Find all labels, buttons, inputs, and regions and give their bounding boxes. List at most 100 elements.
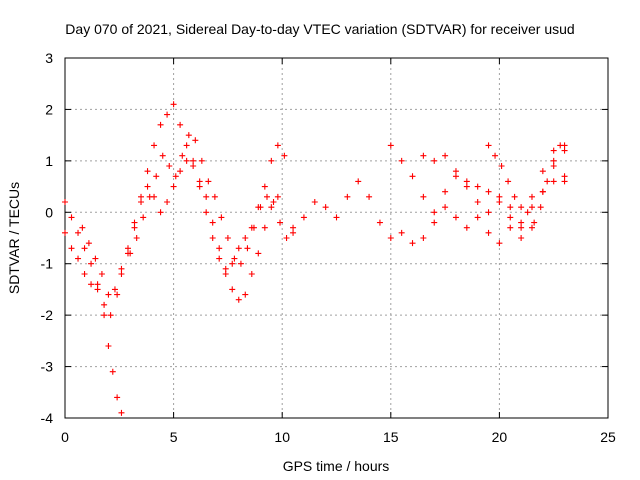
- data-points: [62, 101, 568, 416]
- y-tick-label: -2: [41, 307, 54, 323]
- data-point-series-d: [172, 173, 179, 180]
- data-point-series-c: [261, 183, 268, 190]
- data-point-series-d: [159, 152, 166, 159]
- data-point-series-h: [511, 193, 518, 200]
- data-point-series-a: [118, 271, 125, 277]
- data-point-series-c: [229, 260, 236, 267]
- data-point-series-a: [75, 255, 82, 262]
- data-point-series-h: [518, 204, 525, 211]
- y-tick-label: 3: [45, 50, 53, 66]
- x-tick-label: 10: [274, 429, 290, 445]
- data-point-series-c: [79, 224, 86, 231]
- data-point-series-a: [261, 224, 268, 231]
- data-point-series-a: [94, 286, 101, 293]
- data-point-series-d: [192, 137, 199, 144]
- data-point-series-b: [88, 260, 95, 267]
- data-point-series-h: [561, 147, 568, 154]
- data-point-series-b: [101, 312, 108, 319]
- y-tick-label: 2: [45, 101, 53, 117]
- data-point-series-g: [431, 157, 438, 164]
- y-tick-label: -1: [41, 256, 54, 272]
- data-point-series-c: [157, 121, 164, 128]
- data-point-series-a: [138, 199, 145, 205]
- data-point-series-f: [550, 147, 557, 154]
- data-point-series-a: [101, 301, 108, 308]
- data-point-series-d: [224, 235, 231, 241]
- x-tick-label: 15: [383, 429, 399, 445]
- data-point-series-g: [518, 224, 525, 231]
- data-point-series-h: [557, 142, 564, 149]
- data-point-series-a: [131, 224, 138, 231]
- data-point-series-a: [248, 271, 255, 277]
- data-point-series-a: [107, 312, 114, 319]
- data-point-series-c: [216, 255, 223, 262]
- data-point-series-e: [442, 204, 449, 211]
- data-point-series-a: [196, 178, 203, 185]
- data-point-series-d: [166, 163, 173, 169]
- data-point-series-b: [109, 368, 116, 375]
- grid: [65, 58, 608, 418]
- data-point-series-a: [170, 183, 177, 190]
- data-point-series-g: [485, 188, 492, 195]
- data-point-series-f: [387, 142, 394, 149]
- data-point-series-c: [151, 142, 158, 149]
- data-point-series-d: [127, 250, 134, 257]
- data-point-series-c: [164, 111, 171, 118]
- data-point-series-e: [518, 235, 525, 241]
- data-point-series-f: [431, 209, 438, 216]
- data-point-series-b: [114, 394, 121, 401]
- data-point-series-e: [452, 214, 459, 221]
- data-point-series-e: [333, 214, 340, 221]
- data-point-series-c: [203, 209, 210, 216]
- data-point-series-d: [185, 132, 192, 139]
- data-point-series-f: [485, 209, 492, 216]
- data-point-series-c: [183, 142, 190, 149]
- data-point-series-c: [138, 193, 145, 200]
- data-point-series-e: [355, 178, 362, 185]
- data-point-series-a: [144, 183, 151, 190]
- data-point-series-h: [531, 219, 538, 226]
- data-point-series-h: [492, 152, 499, 159]
- data-point-series-e: [463, 224, 470, 231]
- data-point-series-a: [183, 157, 190, 164]
- data-point-series-d: [205, 178, 212, 185]
- data-point-series-d: [277, 219, 284, 226]
- data-point-series-g: [507, 214, 514, 221]
- data-point-series-e: [344, 193, 351, 200]
- data-point-series-a: [68, 245, 75, 252]
- data-point-series-f: [442, 188, 449, 195]
- data-point-series-h: [505, 178, 512, 185]
- data-point-series-a: [255, 250, 262, 257]
- data-point-series-d: [146, 193, 153, 200]
- data-point-series-b: [81, 245, 88, 252]
- data-point-series-h: [485, 142, 492, 149]
- data-point-series-c: [131, 219, 138, 226]
- data-point-series-c: [222, 271, 229, 277]
- data-point-series-f: [420, 193, 427, 200]
- data-point-series-g: [561, 173, 568, 180]
- data-point-series-d: [179, 152, 186, 159]
- data-point-series-g: [550, 178, 557, 185]
- data-point-series-e: [420, 235, 427, 241]
- data-point-series-c: [85, 240, 92, 247]
- data-point-series-a: [177, 168, 184, 175]
- data-point-series-d: [133, 235, 140, 241]
- data-point-series-c: [196, 183, 203, 190]
- data-point-series-a: [190, 163, 197, 169]
- data-point-series-a: [203, 193, 210, 200]
- data-point-series-a: [274, 193, 281, 200]
- data-point-series-d: [211, 193, 218, 200]
- y-tick-label: 1: [45, 153, 53, 169]
- data-point-series-c: [124, 245, 131, 252]
- data-point-series-h: [550, 157, 557, 164]
- data-point-series-h: [498, 163, 505, 169]
- data-point-series-e: [507, 224, 514, 231]
- data-point-series-a: [235, 296, 242, 303]
- data-point-series-f: [496, 193, 503, 200]
- data-point-series-e: [300, 214, 307, 221]
- data-point-series-d: [257, 204, 264, 211]
- data-point-series-e: [409, 240, 416, 247]
- data-point-series-a: [216, 245, 223, 252]
- data-point-series-h: [544, 178, 551, 185]
